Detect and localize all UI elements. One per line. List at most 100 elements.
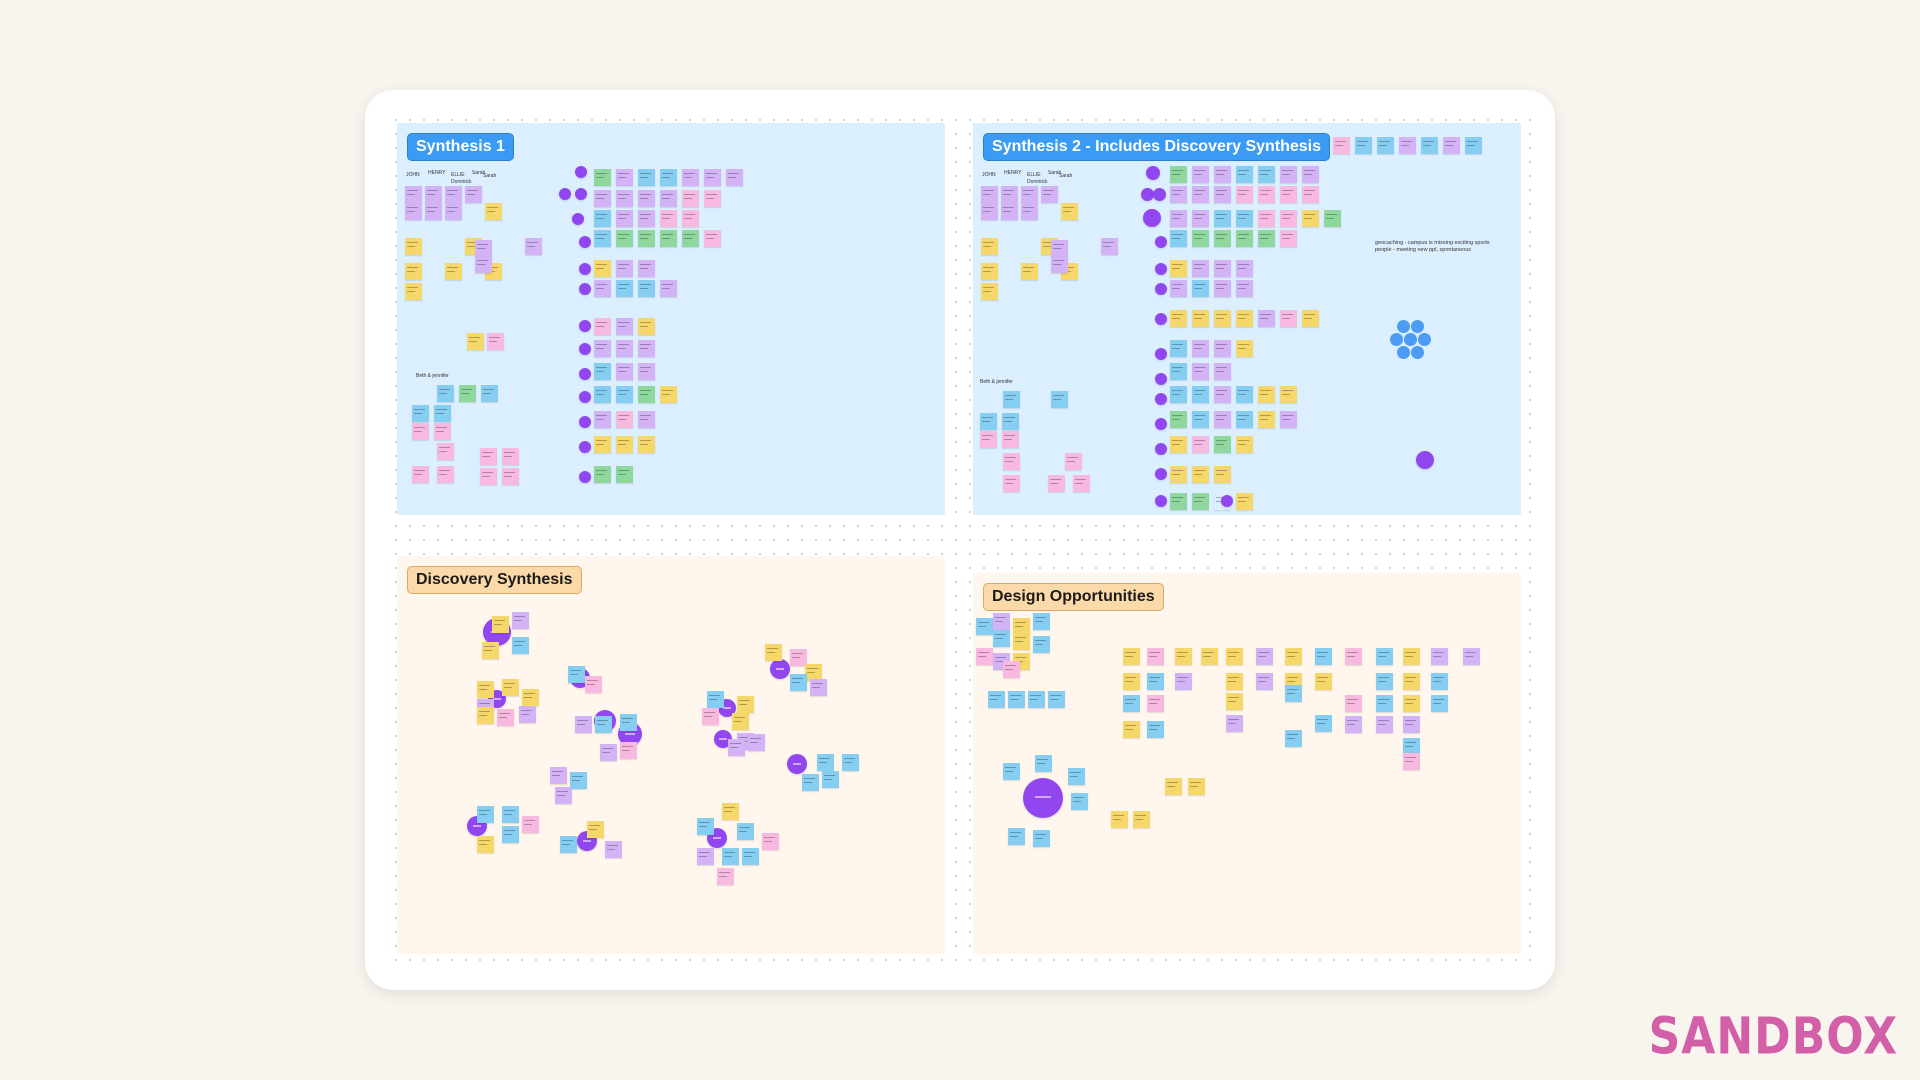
sticky-note[interactable] bbox=[1285, 685, 1302, 702]
sticky-note[interactable] bbox=[405, 263, 422, 280]
sticky-note[interactable] bbox=[1008, 691, 1025, 708]
sticky-note[interactable] bbox=[594, 466, 611, 483]
cluster-node[interactable] bbox=[787, 754, 807, 774]
sticky-note[interactable] bbox=[1170, 411, 1187, 428]
cluster-node[interactable] bbox=[1155, 263, 1167, 275]
sticky-note[interactable] bbox=[1399, 137, 1416, 154]
cluster-node[interactable] bbox=[1397, 346, 1410, 359]
sticky-note[interactable] bbox=[502, 468, 519, 485]
sticky-note[interactable] bbox=[620, 742, 637, 759]
sticky-note[interactable] bbox=[616, 230, 633, 247]
sticky-note[interactable] bbox=[480, 448, 497, 465]
cluster-node[interactable] bbox=[579, 263, 591, 275]
sticky-note[interactable] bbox=[697, 818, 714, 835]
sticky-note[interactable] bbox=[1192, 166, 1209, 183]
sticky-note[interactable] bbox=[492, 616, 509, 633]
sticky-note[interactable] bbox=[1280, 186, 1297, 203]
sticky-note[interactable] bbox=[412, 466, 429, 483]
sticky-note[interactable] bbox=[1280, 411, 1297, 428]
sticky-note[interactable] bbox=[722, 803, 739, 820]
sticky-note[interactable] bbox=[616, 260, 633, 277]
sticky-note[interactable] bbox=[1192, 310, 1209, 327]
sticky-note[interactable] bbox=[560, 836, 577, 853]
sticky-note[interactable] bbox=[616, 466, 633, 483]
cluster-node[interactable] bbox=[579, 416, 591, 428]
sticky-note[interactable] bbox=[445, 203, 462, 220]
sticky-note[interactable] bbox=[467, 333, 484, 350]
sticky-note[interactable] bbox=[1192, 411, 1209, 428]
sticky-note[interactable] bbox=[1403, 648, 1420, 665]
cluster-node[interactable] bbox=[572, 213, 584, 225]
cluster-node[interactable] bbox=[1416, 451, 1434, 469]
cluster-node[interactable] bbox=[579, 320, 591, 332]
sticky-note[interactable] bbox=[702, 708, 719, 725]
cluster-node[interactable] bbox=[1221, 495, 1233, 507]
sticky-note[interactable] bbox=[682, 230, 699, 247]
sticky-note[interactable] bbox=[704, 169, 721, 186]
sticky-note[interactable] bbox=[616, 340, 633, 357]
sticky-note[interactable] bbox=[480, 468, 497, 485]
sticky-note[interactable] bbox=[487, 333, 504, 350]
cluster-node[interactable] bbox=[1155, 468, 1167, 480]
sticky-note[interactable] bbox=[1431, 695, 1448, 712]
sticky-note[interactable] bbox=[1051, 256, 1068, 273]
sticky-note[interactable] bbox=[1214, 363, 1231, 380]
sticky-note[interactable] bbox=[1041, 186, 1058, 203]
cluster-node[interactable] bbox=[559, 188, 571, 200]
sticky-note[interactable] bbox=[594, 280, 611, 297]
sticky-note[interactable] bbox=[1002, 413, 1019, 430]
cluster-node[interactable] bbox=[1141, 188, 1154, 201]
sticky-note[interactable] bbox=[1421, 137, 1438, 154]
sticky-note[interactable] bbox=[1377, 137, 1394, 154]
cluster-node[interactable] bbox=[579, 236, 591, 248]
sticky-note[interactable] bbox=[638, 340, 655, 357]
sticky-note[interactable] bbox=[726, 169, 743, 186]
sticky-note[interactable] bbox=[842, 754, 859, 771]
sticky-note[interactable] bbox=[477, 707, 494, 724]
sticky-note[interactable] bbox=[1170, 386, 1187, 403]
sticky-note[interactable] bbox=[1170, 166, 1187, 183]
sticky-note[interactable] bbox=[1376, 673, 1393, 690]
sticky-note[interactable] bbox=[1170, 310, 1187, 327]
sticky-note[interactable] bbox=[481, 385, 498, 402]
sticky-note[interactable] bbox=[1443, 137, 1460, 154]
sticky-note[interactable] bbox=[1345, 648, 1362, 665]
section-title[interactable]: Discovery Synthesis bbox=[407, 566, 582, 594]
sticky-note[interactable] bbox=[638, 411, 655, 428]
cluster-node[interactable] bbox=[1404, 333, 1417, 346]
sticky-note[interactable] bbox=[594, 363, 611, 380]
sticky-note[interactable] bbox=[748, 734, 765, 751]
sticky-note[interactable] bbox=[1123, 673, 1140, 690]
sticky-note[interactable] bbox=[616, 169, 633, 186]
sticky-note[interactable] bbox=[1201, 648, 1218, 665]
sticky-note[interactable] bbox=[405, 238, 422, 255]
sticky-note[interactable] bbox=[1192, 436, 1209, 453]
sticky-note[interactable] bbox=[1123, 721, 1140, 738]
sticky-note[interactable] bbox=[765, 644, 782, 661]
sticky-note[interactable] bbox=[1133, 811, 1150, 828]
sticky-note[interactable] bbox=[638, 230, 655, 247]
sticky-note[interactable] bbox=[742, 848, 759, 865]
section-title[interactable]: Design Opportunities bbox=[983, 583, 1164, 611]
sticky-note[interactable] bbox=[1214, 210, 1231, 227]
sticky-note[interactable] bbox=[1008, 828, 1025, 845]
sticky-note[interactable] bbox=[587, 821, 604, 838]
section-discovery-synthesis[interactable]: Discovery Synthesis bbox=[397, 556, 945, 954]
sticky-note[interactable] bbox=[1192, 210, 1209, 227]
sticky-note[interactable] bbox=[594, 386, 611, 403]
sticky-note[interactable] bbox=[1021, 186, 1038, 203]
sticky-note[interactable] bbox=[1170, 466, 1187, 483]
sticky-note[interactable] bbox=[1001, 186, 1018, 203]
sticky-note[interactable] bbox=[810, 679, 827, 696]
sticky-note[interactable] bbox=[1376, 648, 1393, 665]
sticky-note[interactable] bbox=[600, 744, 617, 761]
sticky-note[interactable] bbox=[1071, 793, 1088, 810]
sticky-note[interactable] bbox=[1170, 340, 1187, 357]
sticky-note[interactable] bbox=[594, 411, 611, 428]
sticky-note[interactable] bbox=[616, 411, 633, 428]
sticky-note[interactable] bbox=[585, 676, 602, 693]
sticky-note[interactable] bbox=[981, 186, 998, 203]
sticky-note[interactable] bbox=[707, 691, 724, 708]
sticky-note[interactable] bbox=[660, 190, 677, 207]
sticky-note[interactable] bbox=[437, 385, 454, 402]
